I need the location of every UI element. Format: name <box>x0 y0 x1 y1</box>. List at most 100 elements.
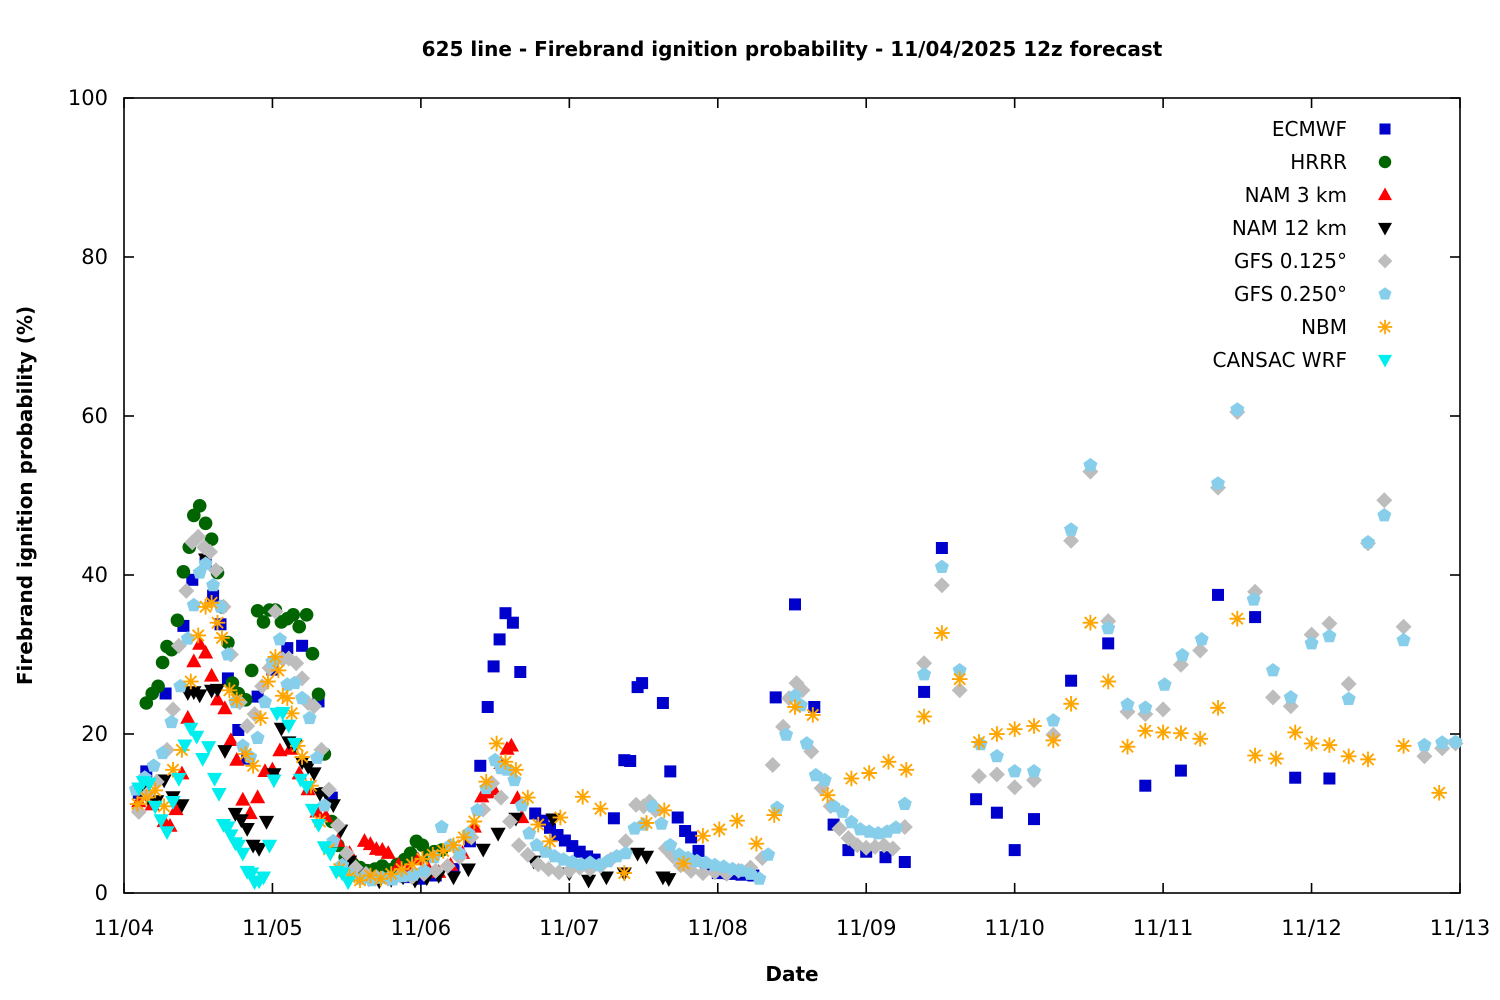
diamond-marker <box>858 839 875 856</box>
star-marker <box>1026 718 1042 734</box>
legend-label: CANSAC WRF <box>1212 348 1347 372</box>
circle-marker <box>176 565 191 579</box>
legend-item-gfs-0-250: GFS 0.250° <box>1234 282 1392 306</box>
star-marker <box>1192 730 1208 747</box>
diamond-marker <box>202 543 219 560</box>
star-marker <box>478 773 495 790</box>
star-marker <box>1063 695 1079 712</box>
star-marker <box>1082 614 1099 631</box>
pentagon-marker <box>1360 535 1376 549</box>
circle-marker <box>155 655 170 670</box>
pentagon-marker <box>1396 632 1411 647</box>
pentagon-marker <box>844 814 859 829</box>
star-marker <box>552 809 569 826</box>
star-marker <box>530 816 547 833</box>
pentagon-marker <box>1120 697 1135 711</box>
circle-marker <box>250 604 265 618</box>
pentagon-marker <box>1175 647 1190 662</box>
triangle-up-marker <box>1378 187 1392 201</box>
square-marker <box>970 793 983 806</box>
diamond-marker <box>988 766 1005 783</box>
diamond-marker <box>1192 642 1209 659</box>
triangle-down-marker <box>490 827 506 842</box>
x-tick-label: 11/06 <box>391 916 452 940</box>
pentagon-marker <box>1007 764 1022 778</box>
triangle-up-marker <box>250 789 266 804</box>
star-marker <box>861 765 878 781</box>
pentagon-marker <box>295 690 310 705</box>
circle-marker <box>198 516 213 531</box>
diamond-marker <box>306 698 322 715</box>
pentagon-marker <box>835 804 850 818</box>
star-marker <box>711 821 728 838</box>
square-marker <box>1323 772 1336 785</box>
triangle-down-marker <box>147 800 163 815</box>
x-tick-label: 11/10 <box>984 916 1045 940</box>
y-tick-label: 60 <box>81 404 108 428</box>
square-marker <box>789 598 801 611</box>
pentagon-marker <box>1435 735 1450 749</box>
triangle-down-marker <box>223 829 239 844</box>
triangle-down-marker <box>581 874 597 889</box>
circle-marker <box>305 646 320 661</box>
star-marker <box>445 837 462 854</box>
star-marker <box>880 753 897 770</box>
pentagon-marker <box>206 577 221 592</box>
pentagon-marker <box>434 819 449 833</box>
star-marker <box>1360 751 1376 768</box>
pentagon-marker <box>989 748 1004 763</box>
triangle-down-marker <box>258 815 275 830</box>
star-marker <box>294 749 310 765</box>
pentagon-marker <box>799 736 814 750</box>
pentagon-marker <box>1377 508 1392 522</box>
legend-item-gfs-0-125: GFS 0.125° <box>1234 249 1393 273</box>
triangle-down-marker <box>239 823 255 837</box>
pentagon-marker <box>618 845 633 860</box>
circle-marker <box>170 613 185 628</box>
star-marker <box>843 770 860 787</box>
triangle-down-marker <box>460 863 476 878</box>
diamond-marker <box>427 862 444 879</box>
diamond-marker <box>1416 748 1433 765</box>
triangle-down-marker <box>141 777 157 792</box>
triangle-down-marker <box>275 706 291 721</box>
x-tick-label: 11/11 <box>1133 916 1194 940</box>
square-marker <box>487 660 500 673</box>
diamond-marker <box>190 528 207 545</box>
star-marker <box>934 625 950 641</box>
pentagon-marker <box>416 863 431 877</box>
star-marker <box>1287 724 1303 741</box>
square-marker <box>935 542 948 554</box>
triangle-down-marker <box>174 799 190 813</box>
diamond-marker <box>519 846 536 863</box>
star-marker <box>129 796 146 812</box>
legend-label: NAM 3 km <box>1245 183 1347 207</box>
triangle-up-marker <box>235 791 251 806</box>
pentagon-marker <box>645 798 660 813</box>
y-axis-label: Firebrand ignition probability (%) <box>13 306 37 685</box>
triangle-up-marker <box>223 732 239 746</box>
star-marker <box>237 746 254 762</box>
square-marker <box>506 616 519 629</box>
legend-label: ECMWF <box>1272 117 1347 141</box>
star-marker <box>695 827 711 844</box>
pentagon-marker <box>164 714 179 729</box>
star-marker <box>488 735 505 752</box>
triangle-down-marker <box>598 871 614 886</box>
square-marker <box>990 806 1003 819</box>
square-marker <box>769 691 782 704</box>
triangle-down-marker <box>235 847 251 862</box>
star-marker <box>592 800 609 817</box>
star-marker <box>616 865 633 881</box>
pentagon-marker <box>309 750 325 764</box>
star-marker <box>1006 721 1023 738</box>
diamond-marker <box>916 655 933 672</box>
y-tick-label: 20 <box>81 722 108 746</box>
star-marker <box>1229 610 1246 627</box>
triangle-up-marker <box>168 801 184 816</box>
diamond-marker <box>502 813 518 830</box>
square-marker <box>1212 588 1224 601</box>
legend-item-ecmwf: ECMWF <box>1272 117 1391 141</box>
triangle-up-marker <box>186 653 202 668</box>
x-tick-label: 11/08 <box>688 916 749 940</box>
